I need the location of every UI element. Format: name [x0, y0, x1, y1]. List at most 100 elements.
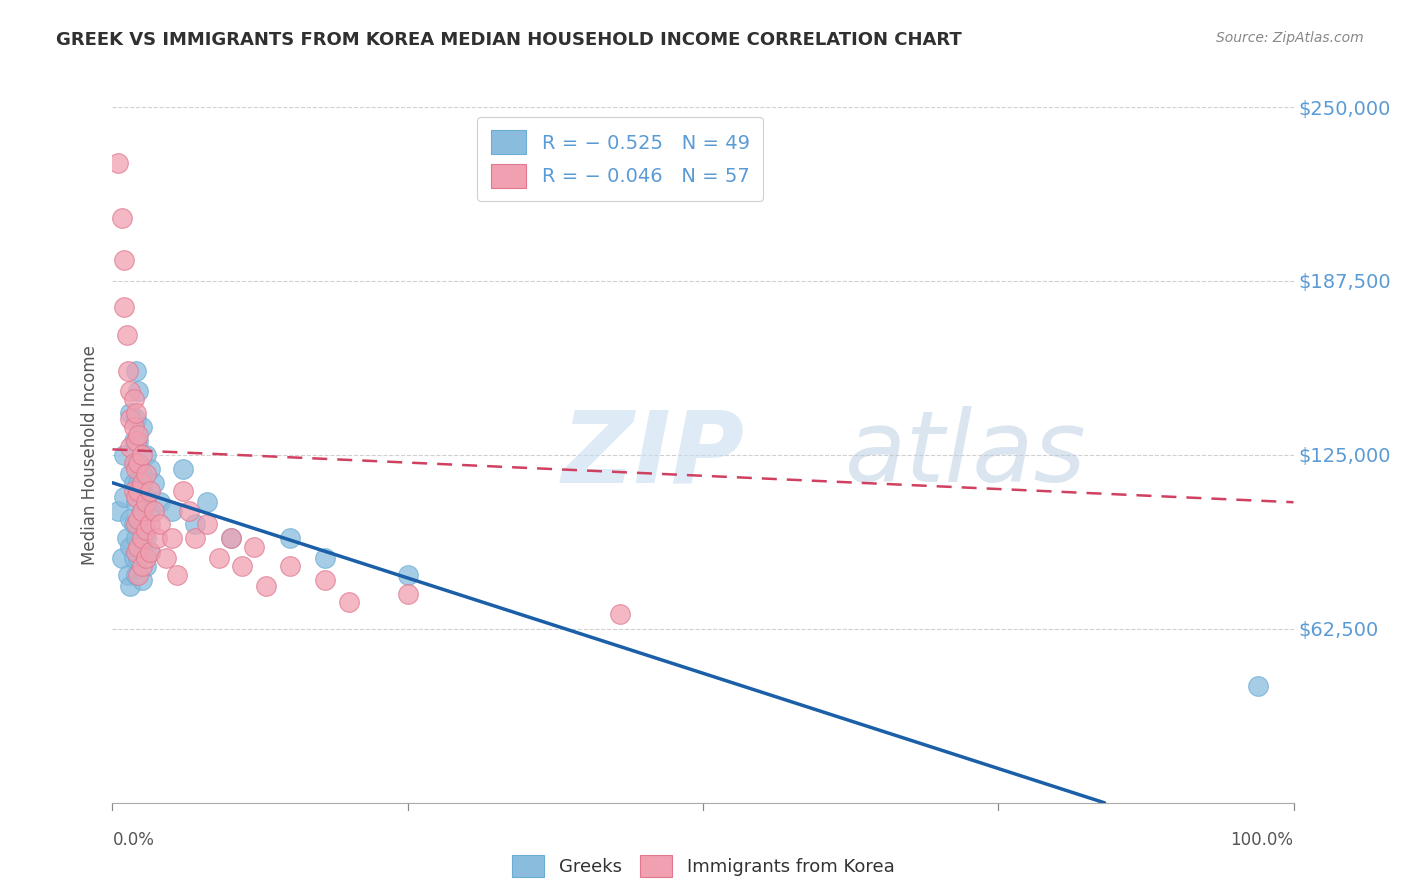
Point [111, 550, 134, 565]
Point [127, 512, 149, 526]
Point [107, 503, 129, 517]
Point [396, 587, 419, 601]
Point [142, 503, 165, 517]
Point [127, 484, 149, 499]
Point [120, 540, 142, 554]
Point [396, 567, 419, 582]
Point [125, 364, 148, 378]
Point [125, 517, 148, 532]
Point [122, 456, 145, 470]
Point [135, 532, 157, 546]
Point [219, 532, 242, 546]
Point [112, 490, 135, 504]
Point [135, 495, 157, 509]
Point [219, 532, 242, 546]
Point [139, 545, 162, 559]
Text: GREEK VS IMMIGRANTS FROM KOREA MEDIAN HOUSEHOLD INCOME CORRELATION CHART: GREEK VS IMMIGRANTS FROM KOREA MEDIAN HO… [56, 31, 962, 49]
Point [135, 467, 157, 482]
Point [125, 495, 148, 509]
Point [609, 607, 631, 621]
Point [127, 517, 149, 532]
Point [172, 462, 194, 476]
Point [122, 484, 145, 499]
Point [120, 467, 142, 482]
Point [135, 490, 157, 504]
Point [139, 545, 162, 559]
Point [231, 559, 253, 574]
Text: 100.0%: 100.0% [1230, 830, 1294, 848]
Point [127, 384, 149, 398]
Point [120, 579, 142, 593]
Point [127, 540, 149, 554]
Point [131, 448, 153, 462]
Point [135, 550, 157, 565]
Point [337, 595, 360, 609]
Point [155, 550, 177, 565]
Point [131, 420, 153, 434]
Point [122, 550, 145, 565]
Point [117, 364, 139, 378]
Point [278, 559, 301, 574]
Point [135, 523, 157, 537]
Point [125, 567, 148, 582]
Point [120, 440, 142, 454]
Text: atlas: atlas [845, 407, 1087, 503]
Point [160, 503, 183, 517]
Point [125, 490, 148, 504]
Point [125, 411, 148, 425]
Point [184, 532, 207, 546]
Point [135, 559, 157, 574]
Point [112, 448, 135, 462]
Point [314, 550, 336, 565]
Point [139, 503, 162, 517]
Text: Source: ZipAtlas.com: Source: ZipAtlas.com [1216, 31, 1364, 45]
Point [125, 545, 148, 559]
Point [125, 462, 148, 476]
Point [184, 517, 207, 532]
Point [131, 573, 153, 587]
Point [131, 503, 153, 517]
Point [122, 475, 145, 490]
Point [139, 484, 162, 499]
Point [112, 301, 135, 315]
Point [120, 406, 142, 420]
Point [112, 253, 135, 268]
Point [125, 532, 148, 546]
Point [149, 495, 172, 509]
Point [142, 475, 165, 490]
Point [131, 503, 153, 517]
Point [127, 567, 149, 582]
Point [208, 550, 231, 565]
Point [111, 211, 134, 226]
Point [243, 540, 266, 554]
Point [115, 532, 138, 546]
Point [139, 462, 162, 476]
Point [278, 532, 301, 546]
Point [146, 532, 169, 546]
Text: ZIP: ZIP [561, 407, 744, 503]
Point [166, 567, 188, 582]
Point [127, 456, 149, 470]
Point [125, 406, 148, 420]
Point [195, 517, 218, 532]
Point [131, 467, 153, 482]
Point [149, 517, 172, 532]
Point [131, 559, 153, 574]
Point [131, 540, 153, 554]
Point [131, 532, 153, 546]
Point [127, 550, 149, 565]
Point [179, 503, 201, 517]
Point [120, 512, 142, 526]
Point [314, 573, 336, 587]
Point [122, 392, 145, 407]
Y-axis label: Median Household Income: Median Household Income [80, 345, 98, 565]
Point [160, 532, 183, 546]
Point [139, 517, 162, 532]
Point [127, 475, 149, 490]
Point [127, 434, 149, 448]
Point [127, 428, 149, 442]
Point [122, 420, 145, 434]
Point [120, 411, 142, 425]
Text: 0.0%: 0.0% [112, 830, 155, 848]
Point [122, 434, 145, 448]
